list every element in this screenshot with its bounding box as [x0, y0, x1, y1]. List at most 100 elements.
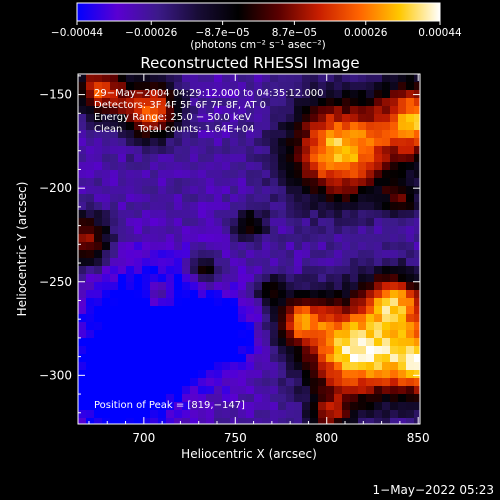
- heatmap-cell: [230, 322, 239, 331]
- heatmap-cell: [110, 418, 119, 424]
- heatmap-cell: [414, 234, 420, 243]
- heatmap-cell: [406, 378, 415, 387]
- heatmap-cell: [270, 202, 279, 211]
- heatmap-cell: [366, 186, 375, 195]
- heatmap-cell: [246, 210, 255, 219]
- heatmap-cell: [318, 354, 327, 363]
- heatmap-cell: [358, 98, 367, 107]
- heatmap-cell: [318, 370, 327, 379]
- heatmap-cell: [118, 234, 127, 243]
- heatmap-cell: [222, 362, 231, 371]
- heatmap-cell: [94, 394, 103, 403]
- heatmap-cell: [182, 322, 191, 331]
- heatmap-cell: [270, 234, 279, 243]
- heatmap-cell: [198, 378, 207, 387]
- heatmap-cell: [118, 82, 127, 91]
- heatmap-cell: [398, 330, 407, 339]
- heatmap-cell: [222, 418, 231, 424]
- heatmap-cell: [366, 90, 375, 99]
- heatmap-cell: [270, 378, 279, 387]
- heatmap-cell: [294, 282, 303, 291]
- heatmap-cell: [254, 322, 263, 331]
- heatmap-cell: [206, 386, 215, 395]
- heatmap-cell: [358, 362, 367, 371]
- heatmap-cell: [350, 202, 359, 211]
- heatmap-cell: [358, 138, 367, 147]
- heatmap-cell: [390, 114, 399, 123]
- heatmap-cell: [198, 90, 207, 99]
- x-axis-label: Heliocentric X (arcsec): [181, 447, 317, 461]
- heatmap-cell: [150, 354, 159, 363]
- heatmap-cell: [118, 370, 127, 379]
- heatmap-cell: [286, 314, 295, 323]
- heatmap-cell: [158, 306, 167, 315]
- heatmap-cell: [94, 82, 103, 91]
- heatmap-cell: [334, 330, 343, 339]
- heatmap-cell: [118, 314, 127, 323]
- heatmap-cell: [326, 146, 335, 155]
- heatmap-cell: [390, 170, 399, 179]
- heatmap-cell: [118, 282, 127, 291]
- heatmap-cell: [78, 186, 87, 195]
- heatmap-cell: [94, 202, 103, 211]
- heatmap-cell: [142, 226, 151, 235]
- heatmap-cell: [334, 114, 343, 123]
- heatmap-cell: [390, 186, 399, 195]
- y-tick-label: −300: [39, 368, 72, 382]
- heatmap-cell: [174, 194, 183, 203]
- heatmap-cell: [150, 250, 159, 259]
- heatmap-cell: [190, 258, 199, 267]
- heatmap-cell: [350, 386, 359, 395]
- heatmap-cell: [158, 226, 167, 235]
- heatmap-cell: [190, 338, 199, 347]
- heatmap-cell: [350, 90, 359, 99]
- heatmap-cell: [334, 282, 343, 291]
- heatmap-cell: [270, 242, 279, 251]
- heatmap-cell: [406, 138, 415, 147]
- heatmap-cell: [318, 378, 327, 387]
- heatmap-cell: [302, 410, 311, 419]
- heatmap-cell: [278, 282, 287, 291]
- heatmap-cell: [262, 418, 271, 424]
- heatmap-cell: [398, 322, 407, 331]
- heatmap-cell: [238, 234, 247, 243]
- heatmap-cell: [382, 138, 391, 147]
- heatmap-cell: [246, 82, 255, 91]
- heatmap-cell: [110, 410, 119, 419]
- heatmap-cell: [326, 394, 335, 403]
- heatmap-cell: [358, 178, 367, 187]
- heatmap-cell: [102, 98, 111, 107]
- heatmap-cell: [110, 130, 119, 139]
- heatmap-cell: [342, 282, 351, 291]
- heatmap-cell: [382, 106, 391, 115]
- heatmap-cell: [374, 418, 383, 424]
- heatmap-cell: [230, 90, 239, 99]
- heatmap-cell: [182, 330, 191, 339]
- heatmap-cell: [158, 82, 167, 91]
- heatmap-cell: [334, 354, 343, 363]
- heatmap-cell: [238, 170, 247, 179]
- heatmap-cell: [110, 370, 119, 379]
- heatmap-cell: [342, 378, 351, 387]
- heatmap-cell: [262, 346, 271, 355]
- heatmap-cell: [142, 98, 151, 107]
- heatmap-cell: [110, 362, 119, 371]
- heatmap-cell: [78, 418, 87, 424]
- heatmap-cell: [86, 266, 95, 275]
- heatmap-cell: [190, 170, 199, 179]
- heatmap-cell: [230, 74, 239, 83]
- heatmap-cell: [398, 314, 407, 323]
- heatmap-cell: [390, 90, 399, 99]
- heatmap-cell: [318, 106, 327, 115]
- heatmap-cell: [350, 402, 359, 411]
- heatmap-cell: [94, 98, 103, 107]
- heatmap-cell: [158, 130, 167, 139]
- info-line-energy: Energy Range: 25.0 − 50.0 keV: [94, 112, 251, 123]
- heatmap-cell: [126, 346, 135, 355]
- heatmap-cell: [206, 218, 215, 227]
- y-tick-label: −200: [39, 181, 72, 195]
- heatmap-cell: [230, 354, 239, 363]
- heatmap-cell: [318, 338, 327, 347]
- heatmap-cell: [182, 106, 191, 115]
- heatmap-cell: [406, 82, 415, 91]
